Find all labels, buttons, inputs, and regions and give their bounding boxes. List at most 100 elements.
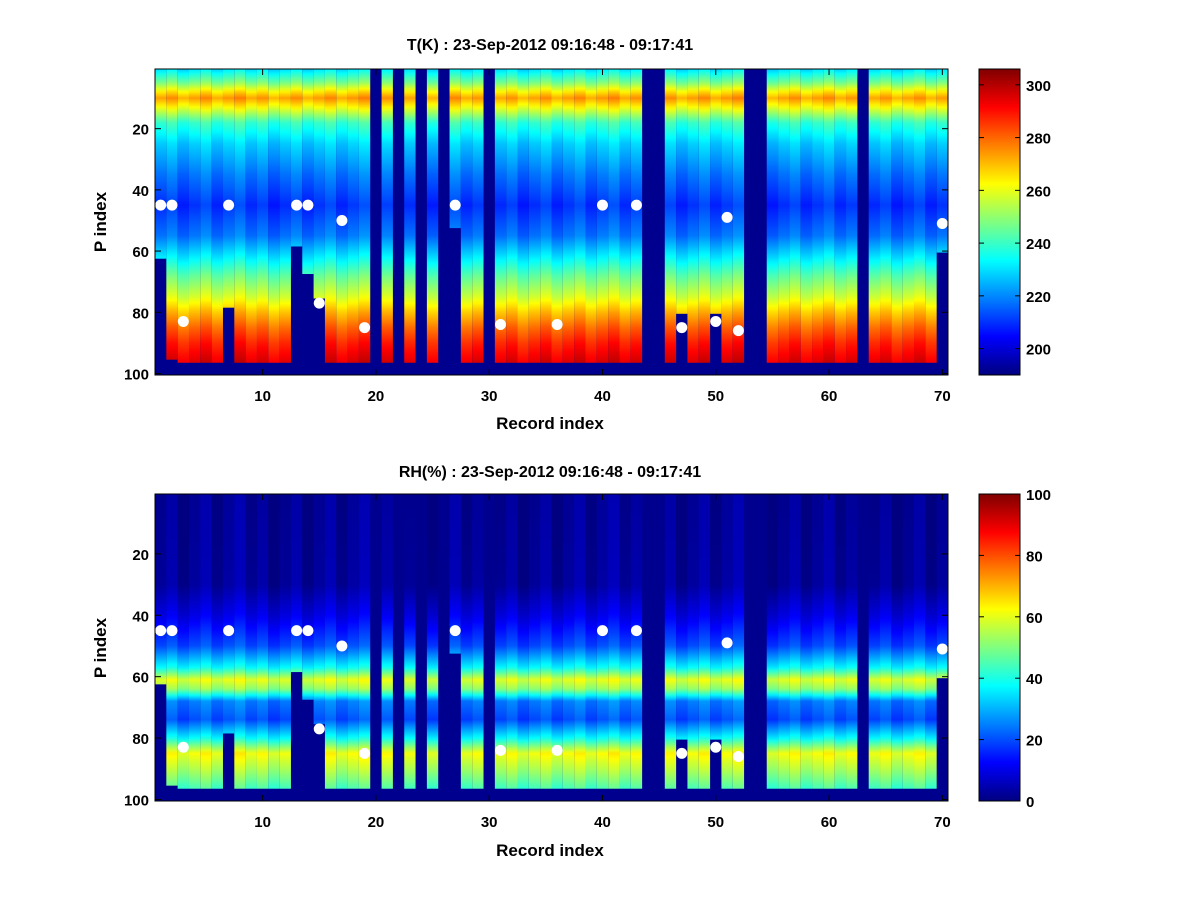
heatmap-column bbox=[211, 494, 223, 789]
heatmap-column bbox=[630, 494, 643, 789]
heatmap-column bbox=[891, 494, 903, 789]
y-tick-label: 100 bbox=[124, 792, 149, 809]
x-tick-label: 30 bbox=[481, 814, 498, 831]
x-axis-label-humidity: Record index bbox=[496, 841, 604, 860]
marker-point bbox=[302, 199, 314, 211]
heatmap-column bbox=[256, 494, 269, 789]
axes-frame bbox=[154, 68, 949, 376]
heatmap-column bbox=[925, 69, 937, 363]
heatmap-column bbox=[528, 69, 541, 363]
marker-point bbox=[291, 625, 303, 637]
heatmap-column bbox=[562, 494, 575, 789]
heatmap-column bbox=[834, 69, 847, 363]
heatmap-column bbox=[540, 69, 552, 363]
heatmap-column bbox=[676, 69, 688, 314]
heatmap-column bbox=[914, 494, 926, 789]
x-axis-label-temperature: Record index bbox=[496, 414, 604, 433]
y-tick-label: 80 bbox=[132, 731, 149, 748]
heatmap-column bbox=[619, 69, 631, 363]
heatmap-plot-temperature: 10 20 30 40 50 60 70 20 40 60 80 100 bbox=[124, 68, 951, 405]
marker-point bbox=[676, 322, 688, 334]
marker-point bbox=[302, 625, 314, 637]
heatmap-column bbox=[846, 69, 858, 363]
heatmap-column bbox=[200, 69, 212, 363]
heatmap-column bbox=[324, 69, 337, 363]
colorbar-tick-label: 40 bbox=[1026, 671, 1043, 688]
heatmap-column bbox=[268, 69, 280, 363]
heatmap-column bbox=[834, 494, 847, 789]
heatmap-column bbox=[574, 69, 586, 363]
heatmap-column bbox=[460, 494, 473, 789]
heatmap-column bbox=[200, 494, 212, 789]
marker-point bbox=[551, 319, 563, 331]
heatmap-column bbox=[868, 494, 881, 789]
marker-point bbox=[313, 723, 325, 735]
marker-point bbox=[177, 741, 189, 753]
heatmap-column bbox=[823, 69, 835, 363]
heatmap-column bbox=[426, 69, 439, 363]
colorbar-humidity: 0 20 40 60 80 100 bbox=[978, 487, 1051, 811]
heatmap-column bbox=[891, 69, 903, 363]
heatmap-column bbox=[506, 69, 518, 363]
heatmap-column bbox=[778, 69, 790, 363]
x-tick-label: 60 bbox=[821, 388, 838, 405]
heatmap-column bbox=[800, 69, 813, 363]
marker-point bbox=[596, 199, 608, 211]
heatmap-column bbox=[313, 494, 325, 725]
heatmap-column bbox=[472, 69, 484, 363]
heatmap-column bbox=[234, 69, 246, 363]
marker-point bbox=[449, 199, 461, 211]
y-tick-label: 60 bbox=[132, 244, 149, 261]
y-tick-label: 40 bbox=[132, 183, 149, 200]
y-tick-label: 100 bbox=[124, 366, 149, 383]
heatmap-column bbox=[279, 69, 291, 363]
marker-point bbox=[732, 325, 744, 337]
heatmap-column bbox=[528, 494, 541, 789]
heatmap-column bbox=[925, 494, 937, 789]
heatmap-column bbox=[347, 69, 359, 363]
heatmap-column bbox=[381, 494, 393, 789]
heatmap-column bbox=[155, 69, 167, 259]
heatmap-column bbox=[823, 494, 835, 789]
heatmap-column bbox=[676, 494, 688, 740]
heatmap-column bbox=[789, 69, 801, 363]
heatmap-column bbox=[155, 494, 167, 685]
colorbar-tick-label: 60 bbox=[1026, 610, 1043, 627]
heatmap-column bbox=[664, 494, 677, 789]
x-tick-label: 20 bbox=[368, 814, 385, 831]
marker-point bbox=[291, 199, 303, 211]
marker-point bbox=[936, 218, 948, 230]
marker-point bbox=[721, 211, 733, 223]
heatmap-column bbox=[687, 494, 699, 789]
heatmap-column bbox=[778, 494, 790, 789]
x-tick-label: 10 bbox=[254, 814, 271, 831]
colorbar-tick-label: 20 bbox=[1026, 733, 1043, 750]
heatmap-column bbox=[188, 494, 201, 789]
marker-point bbox=[359, 747, 371, 759]
heatmap-column bbox=[188, 69, 201, 363]
heatmap-column bbox=[868, 69, 881, 363]
y-axis-label-temperature: P index bbox=[91, 191, 110, 252]
panel-humidity: RH(%) : 23-Sep-2012 09:16:48 - 09:17:41 … bbox=[91, 464, 1051, 860]
y-tick-label: 20 bbox=[132, 547, 149, 564]
marker-point bbox=[936, 643, 948, 655]
marker-point bbox=[155, 625, 167, 637]
y-tick-label: 40 bbox=[132, 608, 149, 625]
heatmap-column bbox=[290, 494, 303, 673]
heatmap-column bbox=[698, 494, 711, 789]
heatmap-column bbox=[710, 69, 722, 314]
heatmap-column bbox=[880, 494, 892, 789]
heatmap-column bbox=[313, 69, 325, 299]
marker-point bbox=[177, 315, 189, 327]
heatmap-column bbox=[404, 494, 416, 789]
marker-point bbox=[336, 640, 348, 652]
heatmap-column bbox=[324, 494, 337, 789]
heatmap-column bbox=[506, 494, 518, 789]
colorbar-gradient bbox=[978, 493, 1021, 802]
marker-point bbox=[596, 625, 608, 637]
x-tick-label: 20 bbox=[368, 388, 385, 405]
marker-point bbox=[495, 744, 507, 756]
heatmap-column bbox=[732, 69, 745, 363]
heatmap-column bbox=[551, 494, 563, 789]
